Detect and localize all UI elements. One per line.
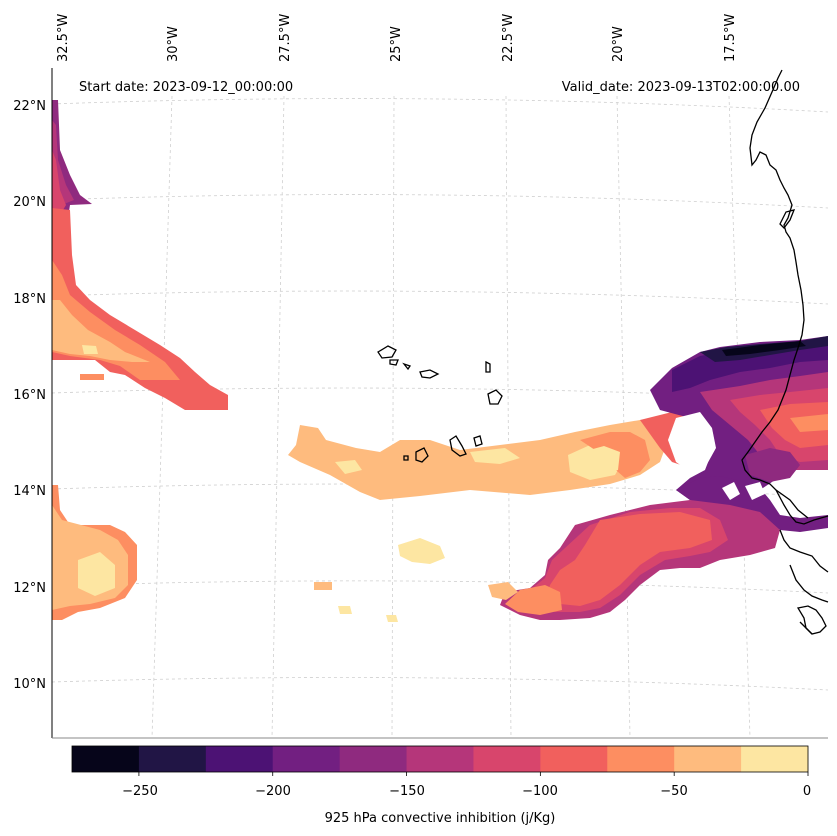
colorbar-swatch (607, 746, 675, 772)
colorbar-swatch (272, 746, 341, 772)
colorbar-swatch (138, 746, 207, 772)
lon-label-17.5w: 17.5°W (723, 14, 738, 62)
lat-label-12n: 12°N (13, 581, 46, 596)
colorbar-tick-label: −150 (389, 784, 425, 799)
valid-date-label: Valid_date: 2023-09-13T02:00:00.00 (562, 80, 800, 95)
colorbar-swatch (540, 746, 608, 772)
colorbar-frame (71, 745, 809, 773)
lat-label-20n: 20°N (13, 195, 46, 210)
start-date-label: Start date: 2023-09-12_00:00:00 (79, 80, 293, 95)
colorbar-swatch (406, 746, 474, 772)
lat-label-14n: 14°N (13, 484, 46, 499)
colorbar-title: 925 hPa convective inhibition (j/Kg) (325, 811, 556, 826)
colorbar-swatch (674, 746, 742, 772)
colorbar-tick-label: −250 (122, 784, 158, 799)
colorbar-swatch (473, 746, 541, 772)
cin-field-southwest (52, 485, 137, 620)
lon-label-30w: 30°W (166, 26, 181, 62)
lon-label-27.5w: 27.5°W (278, 14, 293, 62)
colorbar-tick-label: −200 (255, 784, 291, 799)
lon-label-20w: 20°W (611, 26, 626, 62)
colorbar-swatch (741, 746, 809, 772)
map-area (51, 68, 829, 739)
cin-field-west (52, 100, 228, 410)
colorbar-swatch (72, 746, 140, 772)
lon-label-22.5w: 22.5°W (501, 14, 516, 62)
longitude-labels: 32.5°W 30°W 27.5°W 25°W 22.5°W 20°W 17.5… (56, 14, 738, 62)
lon-label-32.5w: 32.5°W (56, 14, 71, 62)
latitude-labels: 22°N 20°N 18°N 16°N 14°N 12°N 10°N (13, 99, 46, 692)
lat-label-18n: 18°N (13, 292, 46, 307)
cin-field-east (650, 336, 828, 532)
cin-field-southeast (314, 500, 780, 622)
colorbar-swatch (205, 746, 274, 772)
lon-label-25w: 25°W (389, 26, 404, 62)
colorbar-swatch (339, 746, 408, 772)
lat-label-10n: 10°N (13, 677, 46, 692)
lat-label-16n: 16°N (13, 388, 46, 403)
cin-field-central (288, 410, 720, 500)
colorbar-swatches (72, 746, 809, 772)
colorbar-ticks (138, 772, 809, 776)
colorbar-tick-label: −100 (522, 784, 558, 799)
lat-label-22n: 22°N (13, 99, 46, 114)
colorbar-tick-label: −50 (660, 784, 687, 799)
colorbar-tick-label: 0 (803, 784, 811, 799)
coastline (377, 69, 829, 635)
colorbar: −250 −200 −150 −100 −50 0 925 hPa convec… (71, 745, 811, 826)
